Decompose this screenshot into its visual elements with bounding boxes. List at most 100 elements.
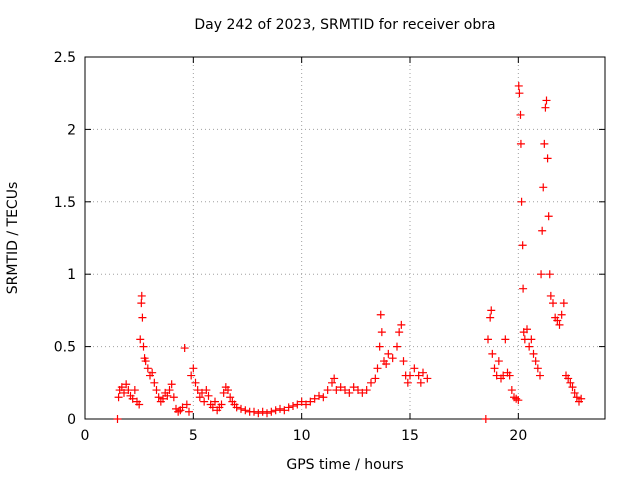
- data-point: [310, 394, 319, 403]
- data-point: [165, 386, 174, 395]
- data-point: [358, 388, 367, 397]
- data-point: [263, 409, 271, 418]
- data-point: [540, 139, 549, 148]
- data-point: [254, 409, 263, 418]
- data-point: [182, 400, 191, 409]
- x-axis-label: GPS time / hours: [286, 457, 404, 473]
- data-point: [349, 383, 358, 392]
- data-point: [258, 407, 267, 416]
- data-point: [577, 394, 586, 403]
- data-point: [564, 374, 573, 383]
- data-point: [549, 299, 557, 308]
- data-point: [136, 335, 145, 344]
- data-point: [484, 335, 492, 344]
- data-point: [323, 386, 332, 395]
- data-point: [137, 299, 146, 308]
- data-point: [232, 403, 241, 412]
- data-point: [518, 241, 527, 250]
- y-axis-label: SRMTID / TECUs: [5, 181, 21, 295]
- data-point: [143, 364, 152, 373]
- y-tick-label: 0.5: [54, 340, 76, 356]
- data-point: [416, 378, 425, 387]
- data-point: [167, 380, 176, 389]
- data-point: [226, 393, 235, 402]
- x-tick-label: 5: [189, 428, 198, 444]
- data-point: [163, 391, 172, 400]
- data-point: [362, 386, 371, 395]
- data-point: [189, 364, 198, 373]
- data-point: [280, 406, 289, 415]
- data-point: [293, 400, 302, 409]
- data-point: [138, 313, 147, 322]
- data-point: [284, 403, 293, 412]
- data-point: [516, 139, 525, 148]
- data-point: [200, 397, 209, 406]
- y-tick-label: 2.5: [54, 50, 76, 66]
- data-point: [219, 388, 228, 397]
- data-point: [507, 386, 516, 395]
- data-point: [114, 393, 123, 402]
- data-point: [566, 378, 575, 387]
- data-point: [241, 406, 250, 415]
- data-point: [341, 386, 349, 395]
- data-point: [538, 226, 547, 235]
- data-point: [519, 284, 528, 293]
- data-point: [570, 388, 579, 397]
- data-point: [514, 81, 523, 90]
- data-point: [397, 320, 406, 329]
- data-point: [315, 391, 323, 400]
- data-point: [130, 386, 139, 395]
- data-point: [572, 393, 581, 402]
- data-point: [367, 378, 375, 387]
- data-point: [354, 386, 362, 395]
- y-tick-label: 0: [67, 412, 76, 428]
- data-point: [117, 383, 126, 392]
- data-point: [512, 394, 521, 403]
- data-point: [514, 396, 523, 405]
- data-point: [217, 400, 226, 409]
- data-point: [525, 342, 534, 351]
- data-point: [154, 393, 163, 402]
- data-point: [159, 394, 167, 403]
- data-point: [490, 364, 499, 373]
- data-point: [169, 393, 178, 402]
- x-tick-label: 0: [81, 428, 90, 444]
- data-point: [542, 96, 551, 105]
- data-point: [113, 415, 122, 423]
- data-point: [529, 349, 538, 358]
- data-point: [120, 388, 128, 397]
- data-point: [531, 357, 540, 366]
- data-point: [271, 406, 280, 415]
- data-point: [557, 310, 566, 319]
- data-point: [545, 270, 554, 279]
- data-point: [541, 103, 550, 112]
- data-point: [544, 212, 553, 221]
- data-point: [533, 364, 542, 373]
- data-point: [128, 394, 137, 403]
- data-point: [193, 386, 202, 395]
- data-point: [399, 357, 408, 366]
- data-point: [423, 374, 432, 383]
- data-point: [501, 335, 510, 344]
- data-point: [306, 397, 315, 406]
- data-point: [152, 386, 161, 395]
- y-tick-label: 1.5: [54, 195, 76, 211]
- data-point: [137, 291, 146, 300]
- plot-frame: [84, 56, 606, 420]
- data-point: [267, 407, 276, 416]
- data-point: [568, 383, 577, 392]
- data-point: [195, 393, 204, 402]
- data-point: [406, 371, 414, 380]
- data-point: [211, 397, 219, 406]
- data-point: [297, 397, 306, 406]
- y-tick-label: 1: [67, 267, 76, 283]
- data-point: [403, 378, 412, 387]
- data-point: [371, 374, 380, 383]
- data-point: [289, 401, 297, 410]
- data-point: [419, 368, 427, 377]
- data-point: [345, 388, 354, 397]
- data-point: [336, 383, 345, 392]
- data-point: [527, 335, 536, 344]
- data-point: [319, 393, 328, 402]
